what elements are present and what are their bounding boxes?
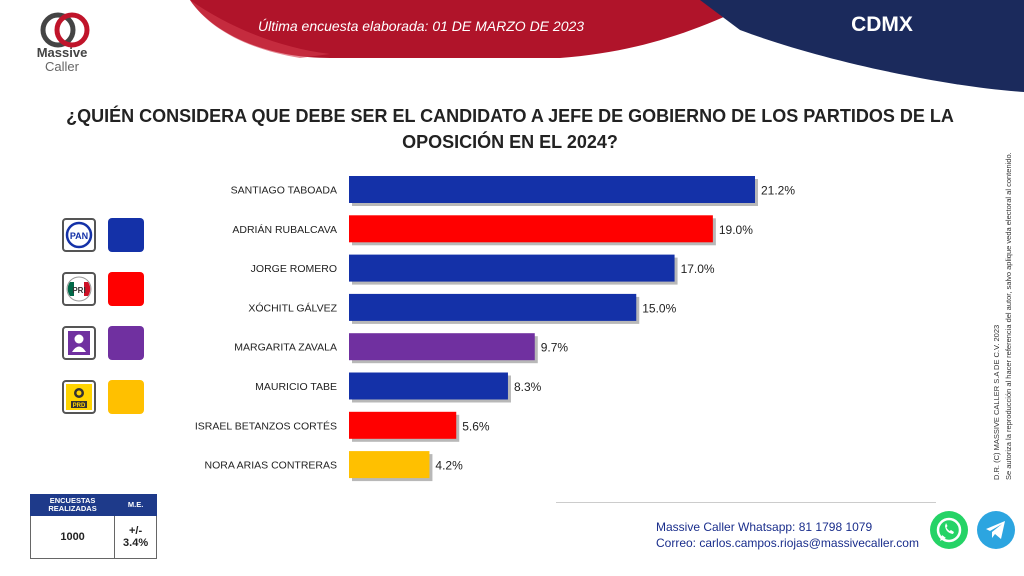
contact-info: Massive Caller Whatsapp: 81 1798 1079 Co… [656,519,946,551]
header-banner [190,0,1024,92]
legend-swatch-pri [108,272,144,306]
value-label: 15.0% [642,301,676,315]
bar [349,293,637,321]
category-label: NORA ARIAS CONTRERAS [205,460,337,472]
prd-logo-icon: PRD [62,380,96,414]
region-label: CDMX [851,13,913,36]
question-line2: OPOSICIÓN EN EL 2024? [402,132,618,152]
bar [349,372,508,400]
svg-text:PRD: PRD [73,403,86,409]
category-label: XÓCHITL GÁLVEZ [248,301,337,314]
value-label: 8.3% [514,380,542,394]
value-label: 19.0% [719,223,753,237]
copyright-line2: Se autoriza la reproducción al hacer ref… [1004,152,1013,480]
survey-summary-table: ENCUESTAS REALIZADAS M.E. 1000 +/- 3.4% [29,494,157,559]
brand-logo [28,10,104,80]
pri-logo-icon: PRI [62,272,96,306]
legend-swatch-pan [108,218,144,252]
value-label: 21.2% [761,184,795,198]
value-label: 9.7% [541,341,569,355]
pan-logo-icon: PAN [62,218,96,252]
whatsapp-icon[interactable] [930,511,968,549]
bar [349,333,535,361]
question-line1: ¿QUIÉN CONSIDERA QUE DEBE SER EL CANDIDA… [66,106,954,126]
category-label: MARGARITA ZAVALA [234,342,337,354]
bar [349,254,675,282]
person-silhouette-icon [62,326,96,360]
category-label: ADRIÁN RUBALCAVA [232,223,337,236]
brand-name-line2: Caller [45,59,79,74]
value-label: 17.0% [681,262,715,276]
margin-error-value: +/- 3.4% [114,515,157,559]
surveys-value: 1000 [29,515,116,559]
margin-error-header: M.E. [114,494,157,516]
category-label: MAURICIO TABE [255,381,337,393]
category-label: JORGE ROMERO [251,263,337,275]
value-label: 5.6% [462,419,490,433]
email-link[interactable]: carlos.campos.riojas@massivecaller.com [699,536,919,550]
survey-date: Última encuesta elaborada: 01 DE MARZO D… [258,18,585,34]
svg-text:PAN: PAN [70,231,88,241]
bar [349,411,457,439]
question-title: ¿QUIÉN CONSIDERA QUE DEBE SER EL CANDIDA… [60,103,960,155]
svg-text:PRI: PRI [72,286,85,295]
whatsapp-label: Massive Caller Whatsapp: [656,520,796,534]
email-label: Correo: [656,536,697,550]
copyright-notice: D.R. (C) MASSIVE CALLER S.A DE C.V. 2023… [988,110,1018,480]
footer-divider [556,502,936,503]
telegram-icon[interactable] [977,511,1015,549]
bar [349,176,755,203]
category-label: ISRAEL BETANZOS CORTÉS [195,419,337,432]
bar [349,215,713,243]
legend-swatch-prd [108,380,144,414]
category-label: SANTIAGO TABOADA [231,185,337,197]
copyright-line1: D.R. (C) MASSIVE CALLER S.A DE C.V. 2023 [992,324,1001,480]
surveys-header: ENCUESTAS REALIZADAS [29,494,116,516]
value-label: 4.2% [435,459,463,473]
bar [349,451,430,479]
whatsapp-number[interactable]: 81 1798 1079 [798,520,873,534]
logo-icon [40,12,90,48]
legend-swatch-independent [108,326,144,360]
brand-name-line1: Massive [36,45,88,60]
